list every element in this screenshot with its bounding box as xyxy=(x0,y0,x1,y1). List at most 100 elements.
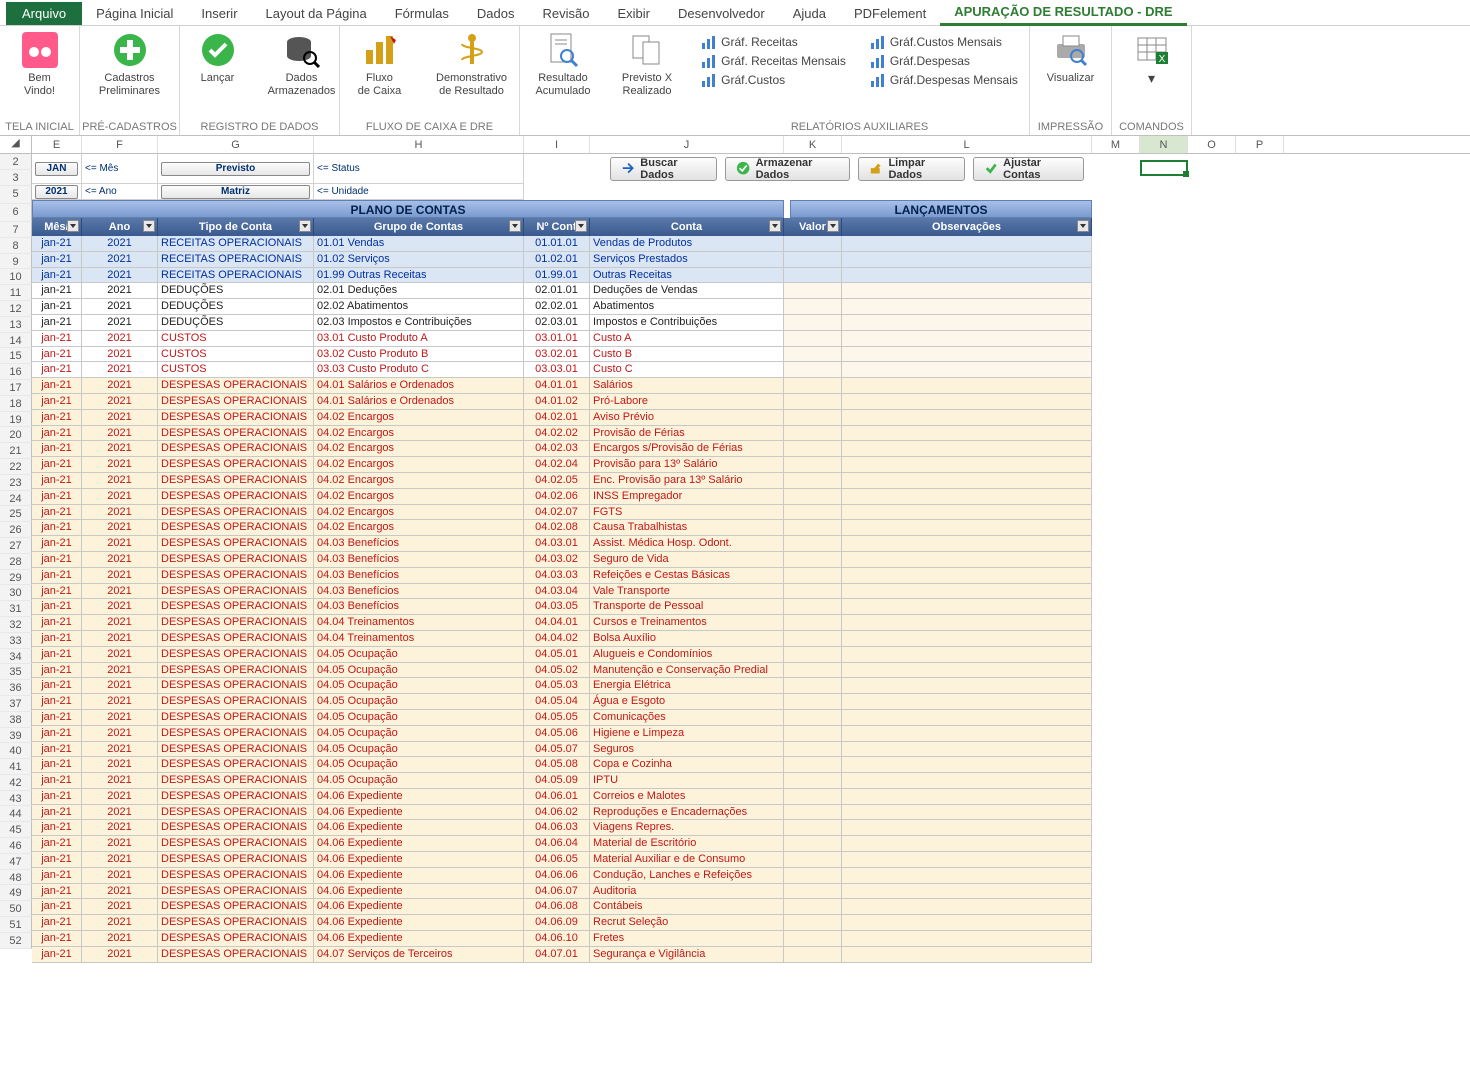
filter-icon[interactable] xyxy=(143,220,155,232)
table-row[interactable]: jan-212021DESPESAS OPERACIONAIS04.05 Ocu… xyxy=(32,710,1092,726)
tab-pdfelement[interactable]: PDFelement xyxy=(840,2,940,25)
table-row[interactable]: jan-212021DESPESAS OPERACIONAIS04.02 Enc… xyxy=(32,473,1092,489)
tab-ajuda[interactable]: Ajuda xyxy=(779,2,840,25)
row-header-25[interactable]: 25 xyxy=(0,506,32,522)
row-header-30[interactable]: 30 xyxy=(0,585,32,601)
table-row[interactable]: jan-212021CUSTOS03.03 Custo Produto C03.… xyxy=(32,362,1092,378)
link-gr-f-receitas-mensais[interactable]: Gráf. Receitas Mensais xyxy=(701,53,846,69)
filter-icon[interactable] xyxy=(827,220,839,232)
table-row[interactable]: jan-212021RECEITAS OPERACIONAIS01.99 Out… xyxy=(32,268,1092,284)
filter-icon[interactable] xyxy=(1077,220,1089,232)
row-header-6[interactable]: 6 xyxy=(0,204,32,222)
row-header-32[interactable]: 32 xyxy=(0,617,32,633)
table-row[interactable]: jan-212021DESPESAS OPERACIONAIS04.05 Ocu… xyxy=(32,773,1092,789)
row-header-34[interactable]: 34 xyxy=(0,649,32,665)
row-header-19[interactable]: 19 xyxy=(0,412,32,428)
row-header-13[interactable]: 13 xyxy=(0,317,32,333)
link-gr-f-custos-mensais[interactable]: Gráf.Custos Mensais xyxy=(870,34,1018,50)
row-header-52[interactable]: 52 xyxy=(0,933,32,949)
table-row[interactable]: jan-212021DESPESAS OPERACIONAIS04.03 Ben… xyxy=(32,599,1092,615)
tab-f-rmulas[interactable]: Fórmulas xyxy=(381,2,463,25)
table-row[interactable]: jan-212021DESPESAS OPERACIONAIS04.05 Ocu… xyxy=(32,694,1092,710)
table-row[interactable]: jan-212021DESPESAS OPERACIONAIS04.06 Exp… xyxy=(32,852,1092,868)
tab-dados[interactable]: Dados xyxy=(463,2,529,25)
table-row[interactable]: jan-212021DEDUÇÕES02.01 Deduções02.01.01… xyxy=(32,283,1092,299)
row-header-27[interactable]: 27 xyxy=(0,538,32,554)
row-header-51[interactable]: 51 xyxy=(0,917,32,933)
table-row[interactable]: jan-212021DESPESAS OPERACIONAIS04.02 Enc… xyxy=(32,489,1092,505)
table-row[interactable]: jan-212021DESPESAS OPERACIONAIS04.06 Exp… xyxy=(32,789,1092,805)
col-header-J[interactable]: J xyxy=(590,136,784,153)
link-gr-f-custos[interactable]: Gráf.Custos xyxy=(701,72,846,88)
tab-p-gina-inicial[interactable]: Página Inicial xyxy=(82,2,187,25)
table-row[interactable]: jan-212021DESPESAS OPERACIONAIS04.01 Sal… xyxy=(32,378,1092,394)
col-header-P[interactable]: P xyxy=(1236,136,1284,153)
col-header-E[interactable]: E xyxy=(32,136,82,153)
fluxo-caixa-button[interactable]: Fluxode Caixa xyxy=(343,30,417,98)
table-row[interactable]: jan-212021DESPESAS OPERACIONAIS04.06 Exp… xyxy=(32,931,1092,947)
col-conta[interactable]: Conta xyxy=(590,218,784,236)
filter-icon[interactable] xyxy=(509,220,521,232)
table-row[interactable]: jan-212021CUSTOS03.02 Custo Produto B03.… xyxy=(32,347,1092,363)
row-header-45[interactable]: 45 xyxy=(0,822,32,838)
row-header-11[interactable]: 11 xyxy=(0,285,32,301)
table-row[interactable]: jan-212021DESPESAS OPERACIONAIS04.03 Ben… xyxy=(32,536,1092,552)
row-header-39[interactable]: 39 xyxy=(0,728,32,744)
ano-selector[interactable]: 2021 xyxy=(35,185,78,199)
col-n-cont[interactable]: Nº Cont xyxy=(524,218,590,236)
table-row[interactable]: jan-212021DESPESAS OPERACIONAIS04.02 Enc… xyxy=(32,410,1092,426)
row-header-9[interactable]: 9 xyxy=(0,254,32,270)
table-row[interactable]: jan-212021DESPESAS OPERACIONAIS04.01 Sal… xyxy=(32,394,1092,410)
tab-inserir[interactable]: Inserir xyxy=(187,2,251,25)
row-header-35[interactable]: 35 xyxy=(0,664,32,680)
table-row[interactable]: jan-212021DESPESAS OPERACIONAIS04.06 Exp… xyxy=(32,805,1092,821)
table-row[interactable]: jan-212021DESPESAS OPERACIONAIS04.05 Ocu… xyxy=(32,742,1092,758)
table-row[interactable]: jan-212021DESPESAS OPERACIONAIS04.07 Ser… xyxy=(32,947,1092,963)
table-row[interactable]: jan-212021DESPESAS OPERACIONAIS04.06 Exp… xyxy=(32,884,1092,900)
cells-area[interactable]: JAN<= MêsPrevisto<= StatusBuscar DadosAr… xyxy=(32,154,1092,963)
row-header-48[interactable]: 48 xyxy=(0,870,32,886)
table-row[interactable]: jan-212021DESPESAS OPERACIONAIS04.06 Exp… xyxy=(32,836,1092,852)
row-header-7[interactable]: 7 xyxy=(0,222,32,238)
row-header-40[interactable]: 40 xyxy=(0,743,32,759)
table-row[interactable]: jan-212021DESPESAS OPERACIONAIS04.03 Ben… xyxy=(32,568,1092,584)
col-ano[interactable]: Ano xyxy=(82,218,158,236)
comandos-button[interactable]: X ▾ xyxy=(1115,30,1189,85)
table-row[interactable]: jan-212021DEDUÇÕES02.02 Abatimentos02.02… xyxy=(32,299,1092,315)
table-row[interactable]: jan-212021DESPESAS OPERACIONAIS04.06 Exp… xyxy=(32,868,1092,884)
row-header-50[interactable]: 50 xyxy=(0,901,32,917)
row-header-37[interactable]: 37 xyxy=(0,696,32,712)
filter-icon[interactable] xyxy=(299,220,311,232)
table-row[interactable]: jan-212021DESPESAS OPERACIONAIS04.02 Enc… xyxy=(32,441,1092,457)
tab-arquivo[interactable]: Arquivo xyxy=(6,2,82,25)
armazenar-dados-button[interactable]: Armazenar Dados xyxy=(725,157,850,181)
row-header-42[interactable]: 42 xyxy=(0,775,32,791)
table-row[interactable]: jan-212021DESPESAS OPERACIONAIS04.05 Ocu… xyxy=(32,757,1092,773)
unidade-selector[interactable]: Matriz xyxy=(161,185,310,199)
col-header-L[interactable]: L xyxy=(842,136,1092,153)
row-header-26[interactable]: 26 xyxy=(0,522,32,538)
table-row[interactable]: jan-212021DESPESAS OPERACIONAIS04.02 Enc… xyxy=(32,505,1092,521)
tab-exibir[interactable]: Exibir xyxy=(603,2,664,25)
col-header-I[interactable]: I xyxy=(524,136,590,153)
table-row[interactable]: jan-212021DESPESAS OPERACIONAIS04.04 Tre… xyxy=(32,631,1092,647)
table-row[interactable]: jan-212021DESPESAS OPERACIONAIS04.06 Exp… xyxy=(32,899,1092,915)
table-row[interactable]: jan-212021RECEITAS OPERACIONAIS01.02 Ser… xyxy=(32,252,1092,268)
row-header-5[interactable]: 5 xyxy=(0,186,32,204)
table-row[interactable]: jan-212021DESPESAS OPERACIONAIS04.05 Ocu… xyxy=(32,663,1092,679)
link-gr-f-despesas-mensais[interactable]: Gráf.Despesas Mensais xyxy=(870,72,1018,88)
table-row[interactable]: jan-212021DESPESAS OPERACIONAIS04.03 Ben… xyxy=(32,584,1092,600)
row-header-22[interactable]: 22 xyxy=(0,459,32,475)
col-m-s-[interactable]: Mês/ xyxy=(32,218,82,236)
row-header-24[interactable]: 24 xyxy=(0,491,32,507)
col-valor[interactable]: Valor xyxy=(784,218,842,236)
tab-revis-o[interactable]: Revisão xyxy=(529,2,604,25)
row-header-23[interactable]: 23 xyxy=(0,475,32,491)
dados-armazenados-button[interactable]: DadosArmazenados xyxy=(265,30,339,98)
resultado-acumulado-button[interactable]: ResultadoAcumulado xyxy=(526,30,600,98)
row-header-46[interactable]: 46 xyxy=(0,838,32,854)
limpar-dados-button[interactable]: Limpar Dados xyxy=(858,157,965,181)
tab-apura-o-de-resultado-dre[interactable]: APURAÇÃO DE RESULTADO - DRE xyxy=(940,0,1186,26)
row-header-21[interactable]: 21 xyxy=(0,443,32,459)
col-header-H[interactable]: H xyxy=(314,136,524,153)
